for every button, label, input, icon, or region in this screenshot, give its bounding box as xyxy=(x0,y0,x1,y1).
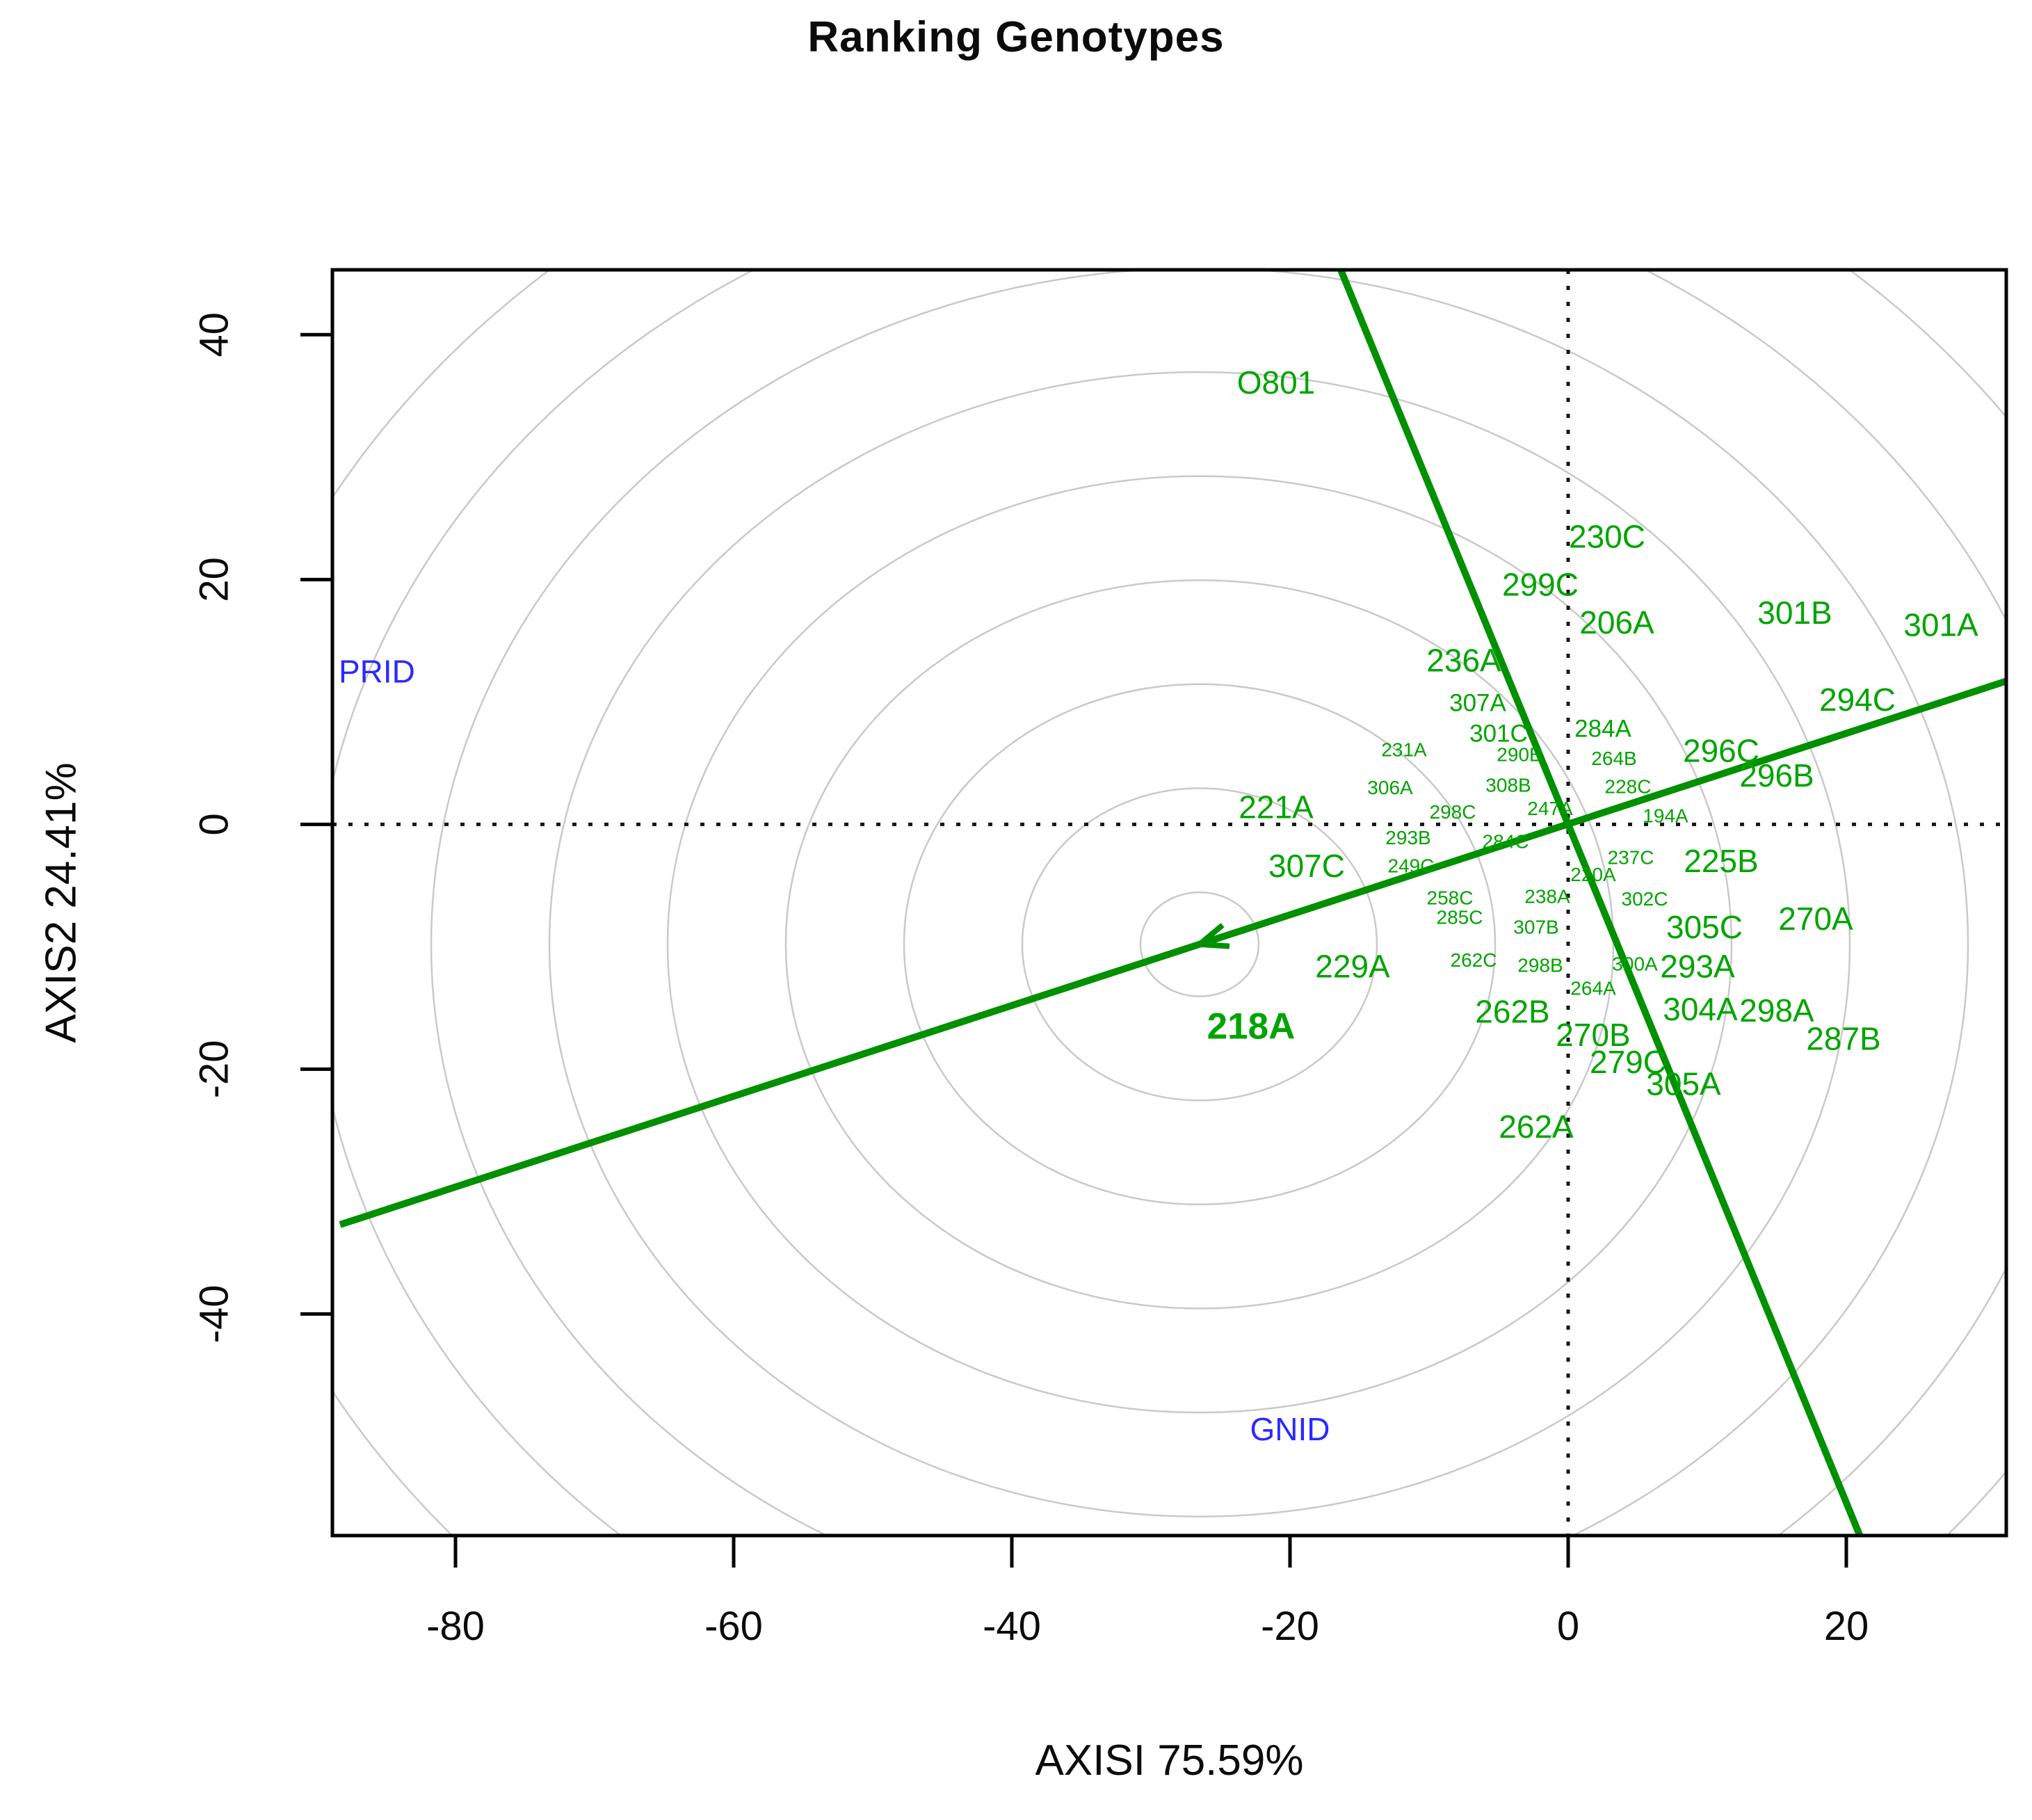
genotype-label: 298C xyxy=(1430,801,1476,823)
genotype-label: 237C xyxy=(1608,846,1654,868)
concentric-ring xyxy=(430,270,1969,1536)
genotype-label: 279C xyxy=(1590,1044,1666,1080)
aec-arrowhead-icon xyxy=(1198,923,1230,949)
genotype-label: 284C xyxy=(1483,830,1529,852)
y-axis-title: AXIS2 24.41% xyxy=(37,762,86,1043)
genotype-label: 300A xyxy=(1612,953,1658,975)
concentric-ring xyxy=(332,270,2006,1536)
genotype-label: 262A xyxy=(1499,1109,1574,1145)
genotype-label: 306A xyxy=(1367,777,1413,798)
genotype-label: 284A xyxy=(1574,716,1631,743)
genotype-label: 307C xyxy=(1268,848,1345,884)
genotype-label: 298A xyxy=(1739,992,1814,1029)
genotype-label: 299C xyxy=(1502,566,1579,602)
y-tick-label: -40 xyxy=(192,1285,237,1343)
genotype-label: 305C xyxy=(1666,909,1743,945)
x-tick-label: -60 xyxy=(704,1604,763,1649)
genotype-label: 290B xyxy=(1497,744,1542,766)
genotype-label: 294C xyxy=(1819,682,1896,718)
y-tick-label: 40 xyxy=(192,312,237,357)
y-tick-label: -20 xyxy=(192,1040,237,1098)
genotype-label: 296B xyxy=(1739,757,1814,794)
genotype-label: 270A xyxy=(1778,901,1853,937)
genotype-label: 236A xyxy=(1426,642,1501,678)
genotype-label: 296C xyxy=(1683,733,1759,769)
genotype-label: 262B xyxy=(1475,994,1549,1030)
concentric-ring xyxy=(548,371,1851,1517)
genotype-label: 194A xyxy=(1643,805,1688,827)
genotype-label: 287B xyxy=(1806,1020,1880,1056)
x-tick-label: -20 xyxy=(1261,1604,1319,1649)
genotype-label: 307B xyxy=(1513,917,1558,938)
genotype-label: 231A xyxy=(1381,739,1427,760)
genotype-label: 305A xyxy=(1646,1066,1721,1102)
x-tick-label: 20 xyxy=(1824,1604,1869,1649)
genotype-label: 206A xyxy=(1579,604,1654,641)
genotype-label: 301A xyxy=(1903,606,1978,643)
plot-border xyxy=(330,268,2008,1538)
concentric-ring xyxy=(1139,891,1260,997)
y-tick-label: 20 xyxy=(192,557,237,602)
genotype-label: 238A xyxy=(1524,886,1570,908)
genotype-label: 270B xyxy=(1556,1017,1630,1053)
genotype-label: 230C xyxy=(1569,519,1645,555)
genotype-label: 264A xyxy=(1570,978,1616,999)
concentric-ring xyxy=(666,475,1733,1414)
genotype-label: 293A xyxy=(1660,949,1735,985)
plot-clip-group xyxy=(332,270,2006,1536)
x-tick-label: -40 xyxy=(983,1604,1041,1649)
x-axis-title: AXISI 75.59% xyxy=(1035,1737,1304,1785)
genotype-label: 307A xyxy=(1449,690,1506,717)
genotype-label: 262C xyxy=(1451,949,1497,971)
genotype-label: 301C xyxy=(1469,720,1528,748)
aec-abscissa-line xyxy=(339,677,2006,1228)
genotype-label: 285C xyxy=(1437,907,1483,928)
genotype-label: 218A xyxy=(1207,1006,1296,1047)
concentric-ring xyxy=(1021,787,1378,1102)
environment-label: GNID xyxy=(1250,1411,1330,1447)
genotype-label: 228C xyxy=(1605,775,1652,797)
x-tick-label: 0 xyxy=(1557,1604,1579,1649)
genotype-label: 220A xyxy=(1570,864,1616,885)
concentric-ring xyxy=(332,270,2006,1536)
concentric-ring xyxy=(784,579,1615,1310)
genotype-label: 304A xyxy=(1663,991,1738,1027)
genotype-label: 308B xyxy=(1485,775,1531,796)
genotype-label: 249C xyxy=(1388,855,1435,877)
genotype-label: 221A xyxy=(1239,789,1314,826)
chart-title: Ranking Genotypes xyxy=(807,13,1225,61)
y-tick-label: 0 xyxy=(192,813,237,835)
genotype-label: 225B xyxy=(1684,843,1758,879)
genotype-label: 258C xyxy=(1427,887,1474,908)
concentric-ring xyxy=(903,683,1497,1206)
genotype-label: O801 xyxy=(1237,364,1316,401)
aec-ordinate-line xyxy=(1337,270,1864,1536)
genotype-label: 293B xyxy=(1385,827,1430,848)
environment-label: PRID xyxy=(339,653,415,689)
genotype-label: 247A xyxy=(1527,798,1573,819)
genotype-label: 301B xyxy=(1757,595,1832,631)
x-tick-label: -80 xyxy=(426,1604,485,1649)
genotype-label: 229A xyxy=(1315,949,1390,985)
genotype-label: 302C xyxy=(1622,888,1668,910)
genotype-label: 264B xyxy=(1591,748,1636,769)
genotype-label: 298B xyxy=(1517,954,1563,976)
